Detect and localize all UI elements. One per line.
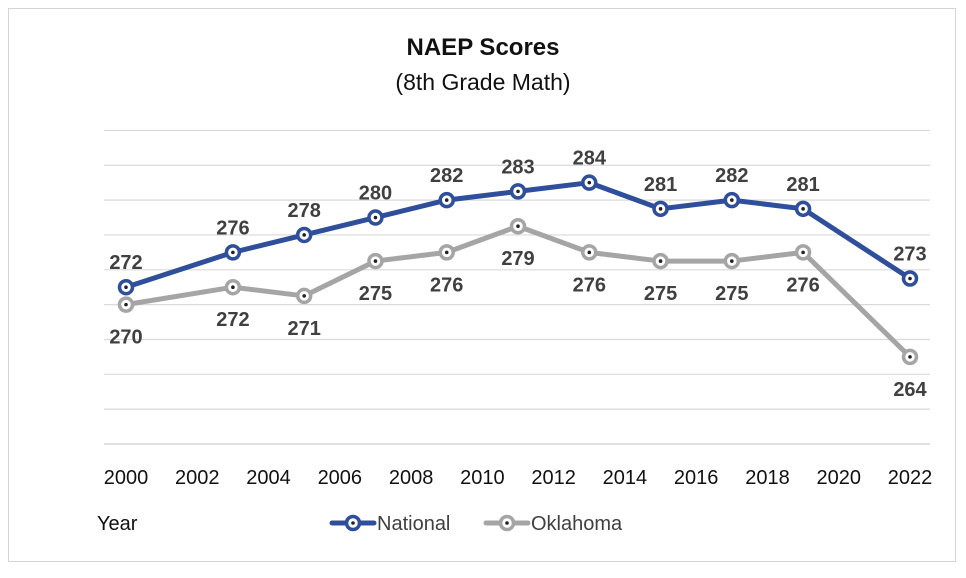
data-point-center [373, 215, 378, 220]
data-point-center [908, 355, 912, 359]
data-point-center [444, 250, 449, 255]
x-axis-title: Year [97, 513, 138, 535]
chart-title: NAEP Scores [407, 34, 560, 61]
x-tick-label: 2000 [104, 467, 149, 489]
x-tick-label: 2008 [389, 467, 434, 489]
data-label-oklahoma: 275 [644, 283, 677, 305]
data-label-national: 278 [287, 200, 320, 222]
data-label-national: 272 [109, 252, 142, 274]
legend-label: National [377, 513, 450, 535]
data-point-center [730, 198, 734, 202]
series-group [117, 174, 919, 366]
data-label-national: 282 [715, 165, 748, 187]
x-tick-label: 2016 [674, 467, 719, 489]
data-point-center [587, 180, 592, 185]
data-point-center [908, 276, 912, 281]
x-tick-label: 2020 [816, 467, 861, 489]
x-tick-label: 2018 [745, 467, 790, 489]
data-label-oklahoma: 272 [216, 309, 249, 331]
data-label-oklahoma: 264 [893, 379, 927, 401]
data-label-national: 281 [786, 174, 819, 196]
data-labels: 272 276 278 280 282 283 284 281 282 281 273 270 272 2… [109, 148, 927, 401]
data-point-center [587, 250, 592, 255]
gridlines [104, 129, 930, 445]
data-label-oklahoma: 276 [786, 274, 819, 296]
data-label-oklahoma: 270 [109, 327, 142, 349]
data-label-national: 273 [893, 244, 926, 266]
data-label-oklahoma: 275 [359, 283, 392, 305]
data-label-oklahoma: 271 [287, 318, 320, 340]
data-label-national: 281 [644, 174, 677, 196]
data-point-center [516, 189, 520, 194]
chart-subtitle: (8th Grade Math) [395, 69, 570, 95]
data-point-center [373, 259, 378, 263]
data-label-national: 280 [359, 183, 392, 205]
data-label-national: 276 [216, 217, 249, 239]
data-point-center [124, 302, 128, 307]
data-label-oklahoma: 275 [715, 283, 748, 305]
data-point-center [730, 259, 734, 263]
legend-label: Oklahoma [531, 513, 623, 535]
data-point-center [658, 207, 663, 211]
x-tick-label: 2014 [603, 467, 648, 489]
legend-item-oklahoma: Oklahoma [483, 513, 623, 535]
data-label-oklahoma: 276 [573, 274, 606, 296]
data-point-center [658, 259, 663, 263]
x-tick-label: 2012 [531, 467, 576, 489]
x-tick-label: 2006 [318, 467, 363, 489]
data-point-center [516, 224, 520, 229]
data-label-oklahoma: 279 [501, 248, 534, 270]
legend-swatch-center [351, 521, 355, 525]
data-point-center [231, 285, 235, 290]
data-label-oklahoma: 276 [430, 274, 463, 296]
legend-swatch-center [505, 521, 509, 525]
x-tick-label: 2002 [175, 467, 220, 489]
data-point-center [302, 233, 306, 237]
x-tick-label: 2010 [460, 467, 505, 489]
data-label-national: 284 [573, 148, 607, 170]
data-label-national: 282 [430, 165, 463, 187]
data-point-center [801, 250, 805, 255]
data-point-center [231, 250, 235, 255]
legend: National Oklahoma [329, 513, 623, 535]
data-point-center [444, 198, 449, 202]
legend-item-national: National [329, 513, 450, 535]
x-axis-ticks: 2000 2002 2004 2006 2008 2010 2012 2014 2016 2018… [104, 467, 933, 489]
data-point-center [302, 294, 306, 298]
data-point-center [124, 285, 128, 290]
x-tick-label: 2022 [888, 467, 933, 489]
data-point-center [801, 207, 805, 211]
data-label-national: 283 [501, 156, 534, 178]
x-tick-label: 2004 [246, 467, 291, 489]
chart-frame [8, 8, 956, 562]
